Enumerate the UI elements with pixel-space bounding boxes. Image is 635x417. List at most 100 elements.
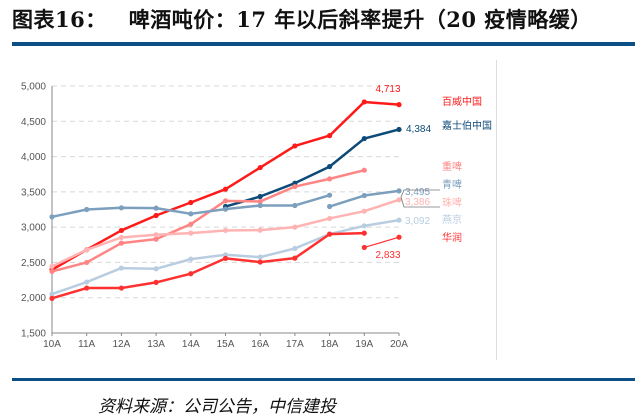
data-point — [188, 211, 194, 217]
y-tick-label: 4,500 — [21, 117, 46, 128]
data-point — [222, 227, 229, 234]
data-point — [327, 192, 333, 198]
data-point — [327, 133, 333, 139]
data-point — [396, 197, 402, 203]
data-point — [84, 247, 90, 253]
data-point — [327, 163, 333, 170]
data-point — [49, 263, 55, 270]
series-name-label: 珠啤 — [442, 196, 462, 209]
data-point — [361, 99, 367, 105]
x-tick-label: 13A — [147, 339, 165, 350]
data-point — [188, 230, 194, 236]
data-point — [118, 240, 124, 246]
x-tick-label: 10A — [43, 339, 61, 350]
series-line-6 — [51, 231, 365, 300]
x-tick-label: 12A — [113, 339, 131, 350]
data-point — [361, 230, 367, 236]
data-point — [188, 271, 194, 277]
data-point — [222, 255, 229, 262]
end-value-label: 3,495 — [405, 187, 430, 198]
data-point — [222, 206, 229, 212]
data-point — [84, 259, 90, 266]
data-point — [222, 252, 229, 258]
data-point — [188, 221, 194, 227]
chart-title: 图表16： 啤酒吨价：17 年以后斜率提升（20 疫情略缓） — [12, 4, 592, 34]
data-point — [361, 208, 367, 214]
x-tick-label: 17A — [286, 339, 304, 350]
data-point — [327, 215, 333, 222]
source-note: 资料来源：公司公告，中信建投 — [98, 397, 336, 417]
x-tick-label: 16A — [251, 339, 269, 350]
data-point — [49, 291, 55, 297]
title-divider — [12, 42, 635, 46]
data-point — [292, 224, 298, 230]
data-point — [222, 198, 229, 204]
x-tick-label: 15A — [217, 339, 235, 350]
series-name-label: 嘉士伯中国 — [442, 119, 492, 132]
end-value-label: 2,833 — [375, 250, 400, 261]
data-point — [396, 126, 402, 133]
data-point — [118, 234, 124, 241]
y-tick-label: 3,500 — [21, 187, 46, 198]
data-point — [84, 279, 90, 285]
data-point — [84, 206, 90, 213]
data-point — [396, 102, 402, 108]
series-name-label: 重啤 — [442, 160, 462, 173]
data-point — [292, 183, 298, 190]
data-point — [118, 205, 124, 211]
data-point — [153, 205, 159, 211]
data-point — [153, 266, 159, 272]
data-point — [257, 254, 263, 260]
data-point — [292, 143, 298, 149]
label-bracket — [400, 189, 440, 208]
series-line-6 — [364, 236, 400, 249]
data-point — [396, 234, 402, 240]
data-point — [153, 279, 159, 286]
data-point — [153, 212, 159, 219]
data-point — [327, 176, 333, 182]
data-point — [153, 236, 159, 242]
data-point — [118, 227, 124, 234]
data-point — [84, 285, 90, 291]
figure-title: 啤酒吨价：17 年以后斜率提升（20 疫情略缓） — [128, 7, 592, 32]
series-name-label: 燕京 — [442, 213, 462, 226]
data-point — [257, 164, 263, 171]
data-point — [257, 259, 263, 265]
data-point — [257, 202, 263, 209]
frame-border — [496, 60, 497, 360]
x-tick-label: 11A — [78, 339, 95, 350]
y-tick-label: 5,000 — [21, 82, 46, 93]
data-point — [118, 285, 124, 291]
data-point — [257, 193, 263, 200]
data-point — [361, 135, 367, 142]
series-name-label: 百威中国 — [442, 95, 482, 108]
data-point — [361, 244, 367, 251]
data-point — [188, 199, 194, 206]
data-point — [327, 203, 333, 210]
data-point — [327, 231, 333, 237]
data-point — [361, 223, 367, 229]
data-point — [49, 268, 55, 275]
end-value-label: 3,386 — [405, 197, 430, 208]
data-point — [292, 202, 298, 209]
data-point — [118, 265, 124, 271]
data-point — [361, 192, 367, 199]
y-tick-label: 2,000 — [21, 293, 46, 304]
x-tick-label: 20A — [390, 339, 408, 350]
y-tick-label: 4,000 — [21, 152, 46, 163]
data-point — [292, 245, 298, 252]
data-point — [222, 186, 229, 192]
end-value-label: 4,713 — [375, 84, 400, 95]
series-name-label: 青啤 — [442, 178, 462, 191]
data-point — [396, 188, 402, 194]
x-tick-label: 14A — [182, 339, 200, 350]
data-point — [49, 295, 55, 301]
end-value-label: 3,092 — [405, 216, 430, 227]
data-point — [49, 214, 55, 220]
x-tick-label: 19A — [355, 339, 373, 350]
data-point — [153, 232, 159, 238]
x-tick-label: 18A — [321, 339, 339, 350]
series-name-label: 华润 — [442, 231, 462, 244]
data-point — [396, 217, 402, 223]
